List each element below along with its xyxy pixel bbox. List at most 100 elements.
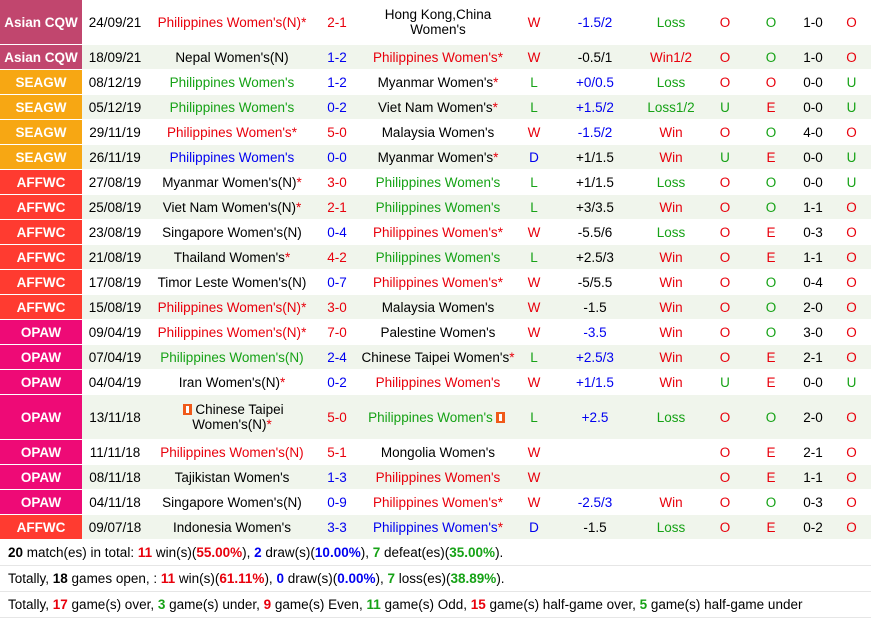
away-team[interactable]: Philippines Women's — [373, 274, 498, 290]
home-team[interactable]: Philippines Women's(N) — [157, 299, 302, 315]
away-team[interactable]: Philippines Women's — [375, 249, 501, 265]
away-team[interactable]: Philippines Women's — [375, 199, 501, 215]
home-team[interactable]: Nepal Women's(N) — [175, 49, 289, 65]
away-team-cell: Philippines Women's — [358, 194, 518, 220]
table-row: AFFWC 17/08/19 Timor Leste Women's(N) 0-7 Ph… — [0, 269, 871, 295]
home-team[interactable]: Philippines Women's — [169, 74, 295, 90]
table-row: SEAGW 26/11/19 Philippines Women's 0-0 Myanm… — [0, 144, 871, 170]
league-cell: OPAW — [0, 439, 82, 465]
league-cell: OPAW — [0, 464, 82, 490]
league-cell: AFFWC — [0, 269, 82, 295]
home-team[interactable]: Chinese Taipei Women's(N) — [192, 402, 284, 432]
away-team[interactable]: Philippines Women's — [373, 224, 498, 240]
home-team[interactable]: Philippines Women's(N) — [160, 444, 304, 460]
over-under-cell: U — [702, 94, 748, 120]
home-star: * — [301, 14, 307, 30]
away-team[interactable]: Hong Kong,China Women's — [384, 7, 492, 37]
home-team[interactable]: Myanmar Women's(N) — [162, 174, 297, 190]
home-team-cell: Chinese Taipei Women's(N)* — [148, 394, 316, 440]
away-team[interactable]: Malaysia Women's — [381, 124, 495, 140]
away-team-cell: Philippines Women's — [358, 369, 518, 395]
half-time-cell: 0-0 — [794, 69, 832, 95]
away-team[interactable]: Myanmar Women's — [377, 149, 494, 165]
score-cell: 1-3 — [316, 464, 358, 490]
home-team[interactable]: Iran Women's(N) — [178, 374, 281, 390]
away-team[interactable]: Palestine Women's — [380, 324, 496, 340]
away-team[interactable]: Viet Nam Women's — [378, 99, 493, 115]
odd-even-cell: E — [748, 439, 794, 465]
home-team[interactable]: Tajikistan Women's — [174, 469, 290, 485]
home-team[interactable]: Philippines Women's(N) — [157, 324, 302, 340]
away-team[interactable]: Philippines Women's — [375, 469, 501, 485]
handicap-result-cell: Win — [640, 119, 702, 145]
table-row: OPAW 11/11/18 Philippines Women's(N) 5-1 Mon… — [0, 439, 871, 465]
handicap-cell: -1.5/2 — [550, 0, 640, 45]
result-cell: W — [518, 319, 550, 345]
handicap-result-cell: Loss — [640, 394, 702, 440]
away-team[interactable]: Malaysia Women's — [381, 299, 495, 315]
away-star: * — [497, 224, 503, 240]
away-team[interactable]: Philippines Women's — [373, 519, 498, 535]
home-team[interactable]: Viet Nam Women's(N) — [162, 199, 297, 215]
away-team-cell: Mongolia Women's — [358, 439, 518, 465]
home-team[interactable]: Philippines Women's — [167, 124, 292, 140]
result-cell: W — [518, 439, 550, 465]
home-team[interactable]: Philippines Women's(N) — [157, 14, 302, 30]
home-team[interactable]: Thailand Women's — [173, 249, 285, 265]
home-team[interactable]: Philippines Women's — [169, 149, 295, 165]
handicap-cell: +1.5/2 — [550, 94, 640, 120]
handicap-result-cell — [640, 439, 702, 465]
summary-results-line: 20 match(es) in total: 11 win(s)(55.00%)… — [0, 540, 871, 566]
home-team[interactable]: Timor Leste Women's(N) — [157, 274, 307, 290]
away-team-cell: Philippines Women's* — [358, 219, 518, 245]
over-under-cell: O — [702, 394, 748, 440]
half-over-under-cell: O — [832, 269, 871, 295]
odd-even-cell: E — [748, 94, 794, 120]
away-team[interactable]: Myanmar Women's — [377, 74, 494, 90]
away-team[interactable]: Philippines Women's — [375, 374, 501, 390]
away-team[interactable]: Philippines Women's — [373, 49, 498, 65]
summary: 20 match(es) in total: 11 win(s)(55.00%)… — [0, 540, 871, 618]
table-row: AFFWC 09/07/18 Indonesia Women's 3-3 Philipp… — [0, 514, 871, 540]
score-cell: 0-9 — [316, 489, 358, 515]
result-cell: D — [518, 144, 550, 170]
handicap-result-cell: Loss — [640, 0, 702, 45]
away-star: * — [492, 99, 498, 115]
table-row: OPAW 13/11/18 Chinese Taipei Women's(N)* 5-… — [0, 394, 871, 440]
home-team[interactable]: Philippines Women's — [169, 99, 295, 115]
odd-even-cell: O — [748, 269, 794, 295]
home-team-cell: Philippines Women's — [148, 94, 316, 120]
home-team-cell: Philippines Women's(N)* — [148, 294, 316, 320]
handicap-cell: -5/5.5 — [550, 269, 640, 295]
odd-even-cell: O — [748, 319, 794, 345]
away-team[interactable]: Philippines Women's — [375, 174, 501, 190]
away-team-cell: Palestine Women's — [358, 319, 518, 345]
away-team[interactable]: Chinese Taipei Women's — [361, 349, 510, 365]
table-row: SEAGW 08/12/19 Philippines Women's 1-2 Myanm… — [0, 69, 871, 95]
away-star: * — [493, 149, 499, 165]
home-team[interactable]: Philippines Women's(N) — [160, 349, 304, 365]
table-row: AFFWC 27/08/19 Myanmar Women's(N)* 3-0 Phili… — [0, 169, 871, 195]
handicap-cell — [550, 439, 640, 465]
home-team[interactable]: Singapore Women's(N) — [162, 494, 302, 510]
result-cell: D — [518, 514, 550, 540]
handicap-cell: -5.5/6 — [550, 219, 640, 245]
handicap-result-cell — [640, 464, 702, 490]
handicap-result-cell: Win — [640, 294, 702, 320]
home-team[interactable]: Indonesia Women's — [173, 519, 291, 535]
score-cell: 1-2 — [316, 69, 358, 95]
handicap-cell: +1/1.5 — [550, 369, 640, 395]
away-team-cell: Philippines Women's* — [358, 269, 518, 295]
away-team[interactable]: Philippines Women's — [373, 494, 498, 510]
away-team[interactable]: Mongolia Women's — [380, 444, 496, 460]
home-team[interactable]: Singapore Women's(N) — [162, 224, 302, 240]
date-cell: 21/08/19 — [82, 244, 148, 270]
date-cell: 08/11/18 — [82, 464, 148, 490]
date-cell: 23/08/19 — [82, 219, 148, 245]
score-cell: 0-7 — [316, 269, 358, 295]
away-team-cell: Philippines Women's — [358, 394, 518, 440]
away-team[interactable]: Philippines Women's — [368, 409, 493, 425]
home-team-cell: Thailand Women's* — [148, 244, 316, 270]
over-under-cell: O — [702, 344, 748, 370]
odd-even-cell: E — [748, 344, 794, 370]
